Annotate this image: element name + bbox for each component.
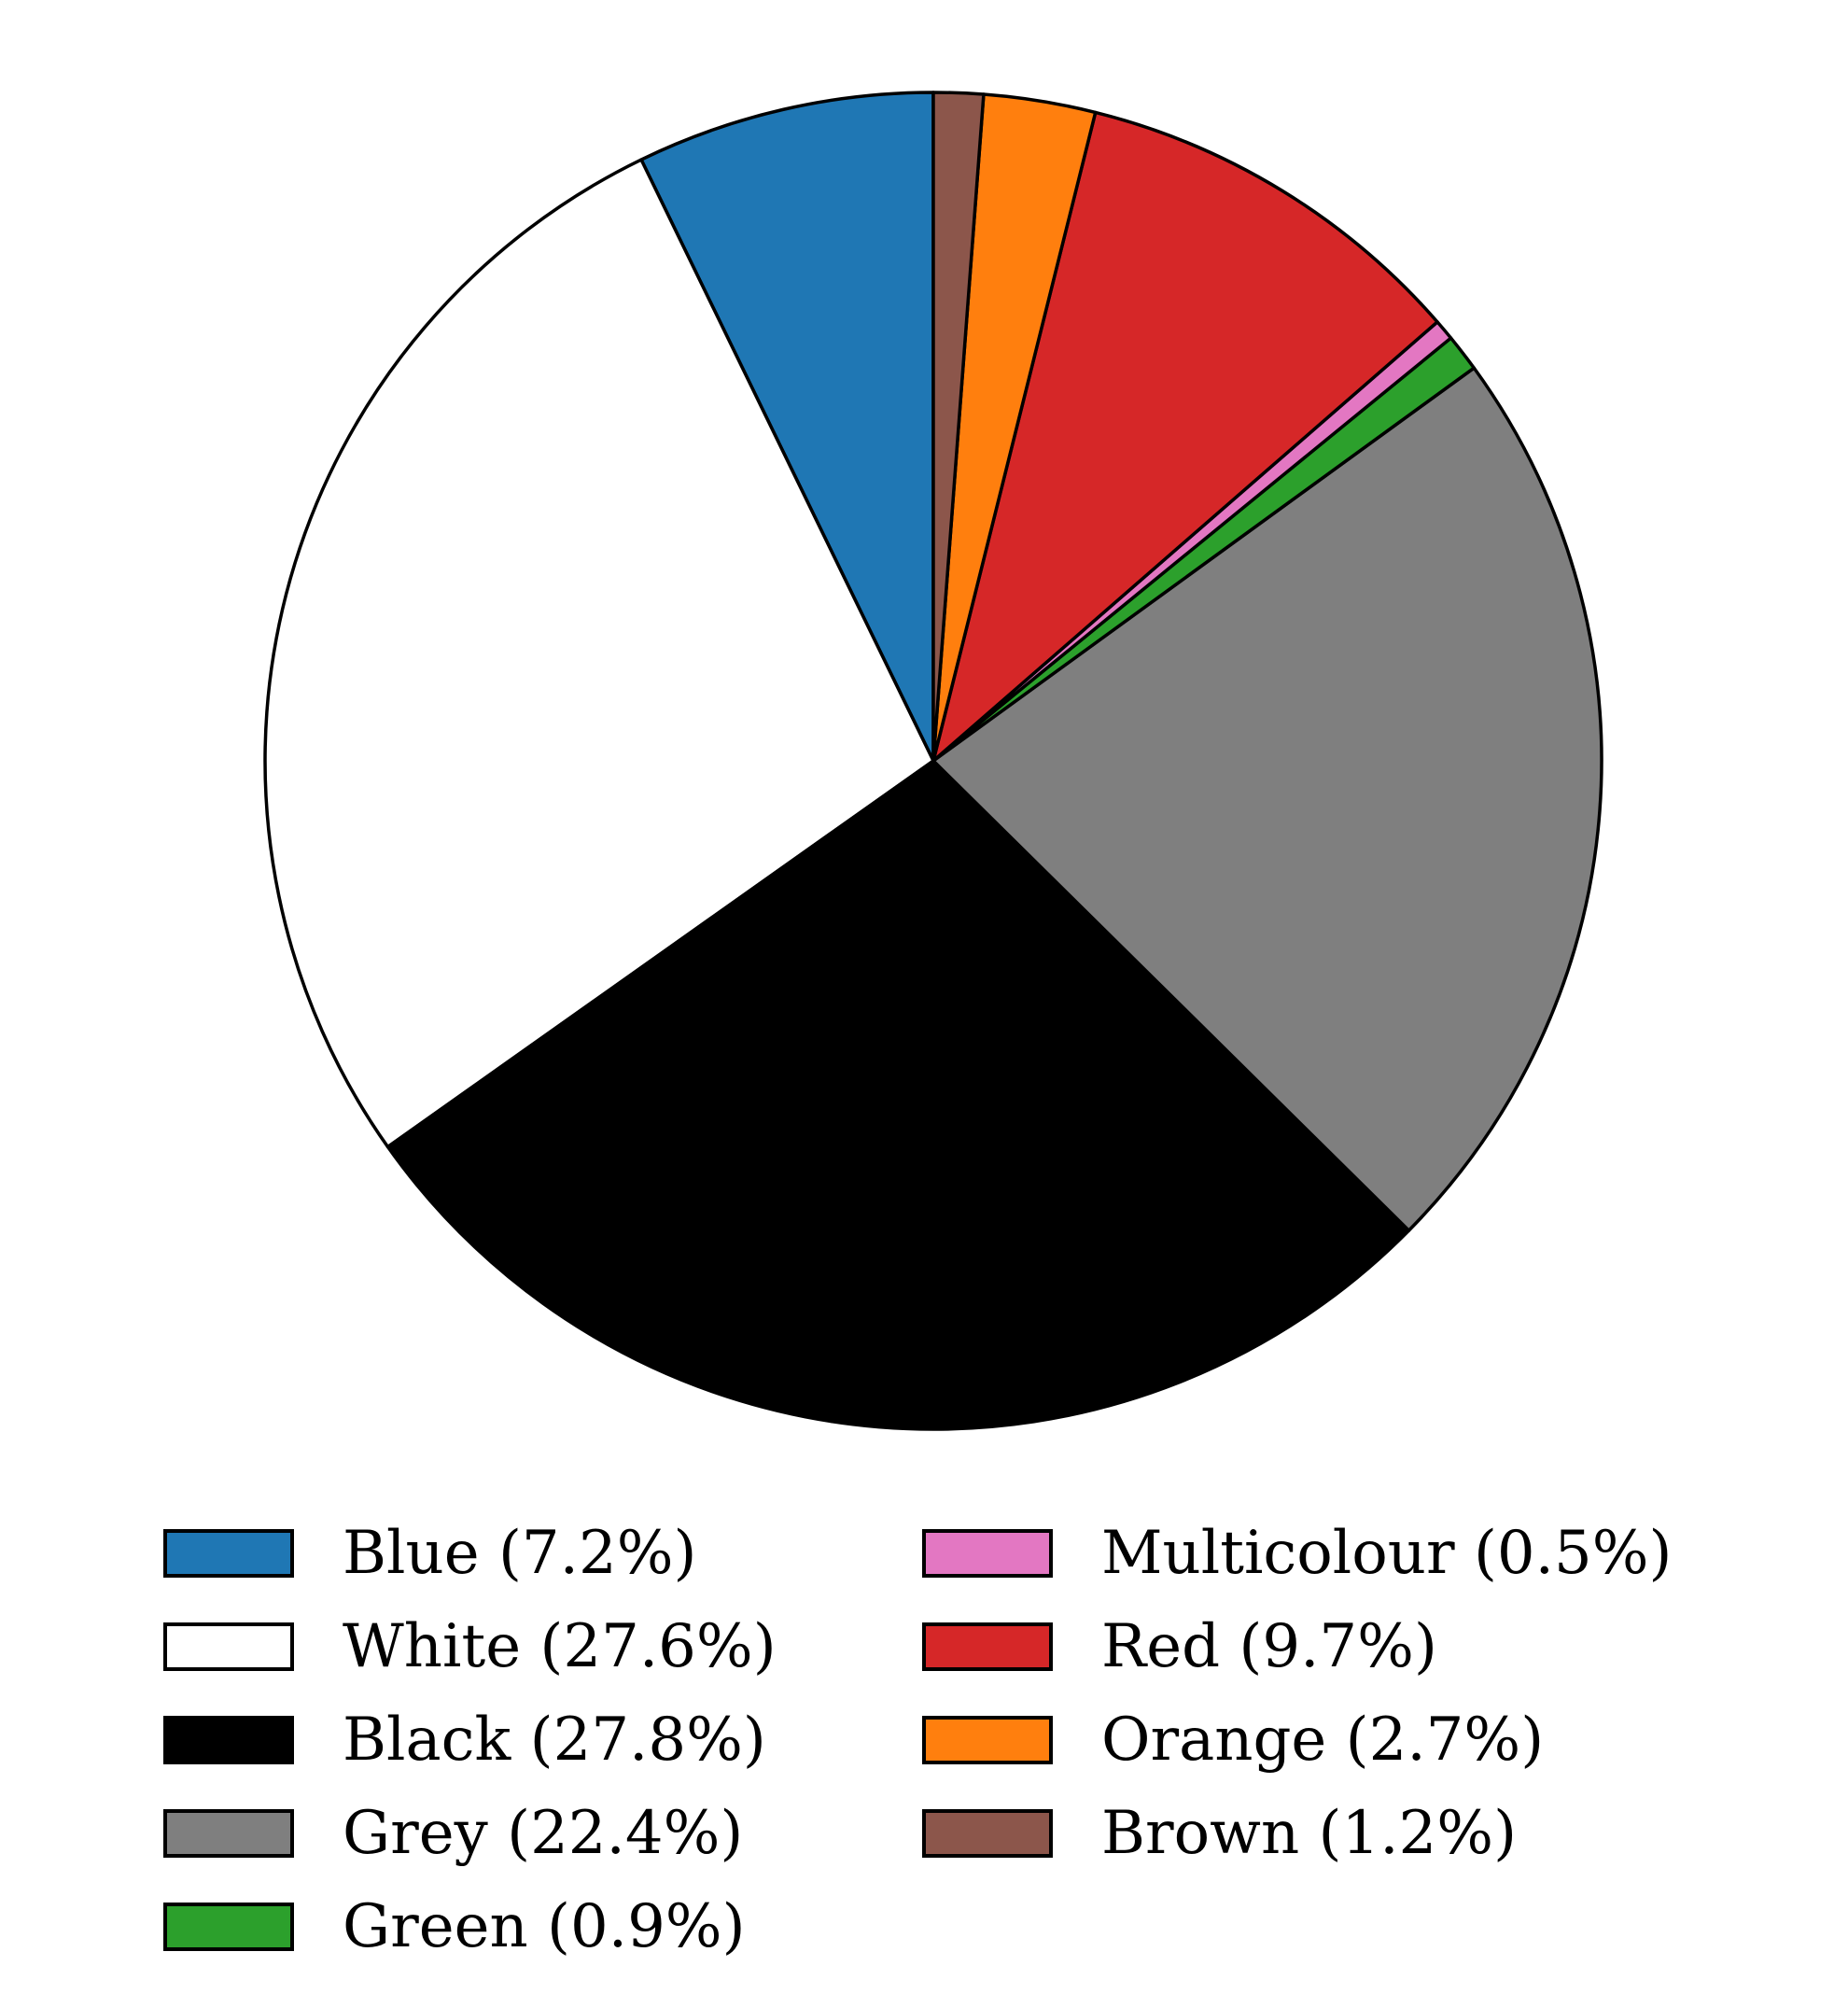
pie-slices [263, 91, 1603, 1431]
legend-item-blue: Blue (7.2%) [163, 1519, 696, 1588]
pie-slice-black [385, 759, 1411, 1431]
pie-slice-blue [639, 91, 935, 763]
legend-label-brown: Brown (1.2%) [1101, 1799, 1517, 1868]
legend-item-multicolour: Multicolour (0.5%) [922, 1519, 1672, 1588]
legend-item-white: White (27.6%) [163, 1612, 777, 1681]
legend-label-black: Black (27.8%) [343, 1706, 766, 1775]
pie-slice-grey [931, 366, 1603, 1232]
pie-slice-red [931, 110, 1439, 763]
legend: Blue (7.2%) White (27.6%) Black (27.8%) Gre… [163, 1519, 1672, 1961]
legend-label-orange: Orange (2.7%) [1101, 1706, 1544, 1775]
legend-label-grey: Grey (22.4%) [343, 1799, 743, 1868]
legend-item-brown: Brown (1.2%) [922, 1799, 1517, 1868]
legend-swatch-white [163, 1622, 294, 1671]
legend-swatch-black [163, 1716, 294, 1764]
legend-item-red: Red (9.7%) [922, 1612, 1437, 1681]
legend-label-red: Red (9.7%) [1101, 1612, 1437, 1681]
legend-swatch-grey [163, 1809, 294, 1858]
pie-slice-brown [931, 91, 986, 763]
legend-swatch-orange [922, 1716, 1053, 1764]
legend-item-black: Black (27.8%) [163, 1706, 766, 1775]
legend-item-orange: Orange (2.7%) [922, 1706, 1544, 1775]
legend-item-green: Green (0.9%) [163, 1892, 746, 1961]
legend-label-green: Green (0.9%) [343, 1892, 746, 1961]
pie-slice-white [263, 158, 935, 1149]
legend-label-multicolour: Multicolour (0.5%) [1101, 1519, 1672, 1588]
legend-label-blue: Blue (7.2%) [343, 1519, 696, 1588]
legend-swatch-brown [922, 1809, 1053, 1858]
legend-swatch-red [922, 1622, 1053, 1671]
legend-item-grey: Grey (22.4%) [163, 1799, 743, 1868]
legend-swatch-multicolour [922, 1529, 1053, 1578]
legend-swatch-green [163, 1903, 294, 1951]
legend-swatch-blue [163, 1529, 294, 1578]
legend-label-white: White (27.6%) [343, 1612, 777, 1681]
